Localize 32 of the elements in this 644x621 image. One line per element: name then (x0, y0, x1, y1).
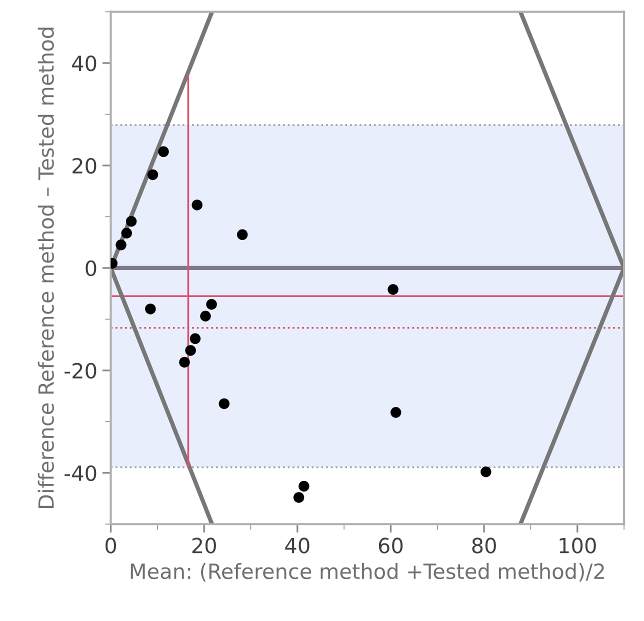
point (121, 228, 132, 239)
x-tick-label: 80 (472, 538, 496, 554)
point (116, 240, 126, 250)
point (158, 146, 169, 158)
point (185, 345, 196, 356)
point (390, 407, 402, 418)
point (480, 466, 492, 478)
x-tick-label: 0 (106, 538, 116, 554)
point (147, 169, 158, 180)
point (192, 200, 202, 210)
y-tick-label: 20 (72, 158, 96, 174)
y-tick-label: 0 (86, 260, 96, 276)
point (298, 480, 310, 492)
point (206, 298, 217, 310)
y-axis-title: Difference Reference method – Tested method (38, 28, 54, 508)
point (388, 284, 398, 295)
x-tick-label: 40 (285, 538, 310, 554)
x-axis-title: Mean: (Reference method +Tested method)/2 (130, 563, 604, 582)
point (145, 304, 156, 314)
point (200, 310, 211, 322)
x-tick-label: 20 (192, 538, 216, 554)
point (190, 333, 201, 344)
point (236, 229, 248, 240)
x-tick-label: 60 (378, 538, 403, 554)
point (293, 492, 304, 503)
point (179, 356, 190, 368)
point (126, 216, 137, 227)
x-tick-label: 100 (560, 538, 596, 554)
y-tick-label: 40 (72, 55, 96, 72)
point (218, 398, 230, 410)
y-tick-label: -40 (64, 465, 96, 482)
y-tick-label: -20 (64, 362, 96, 379)
